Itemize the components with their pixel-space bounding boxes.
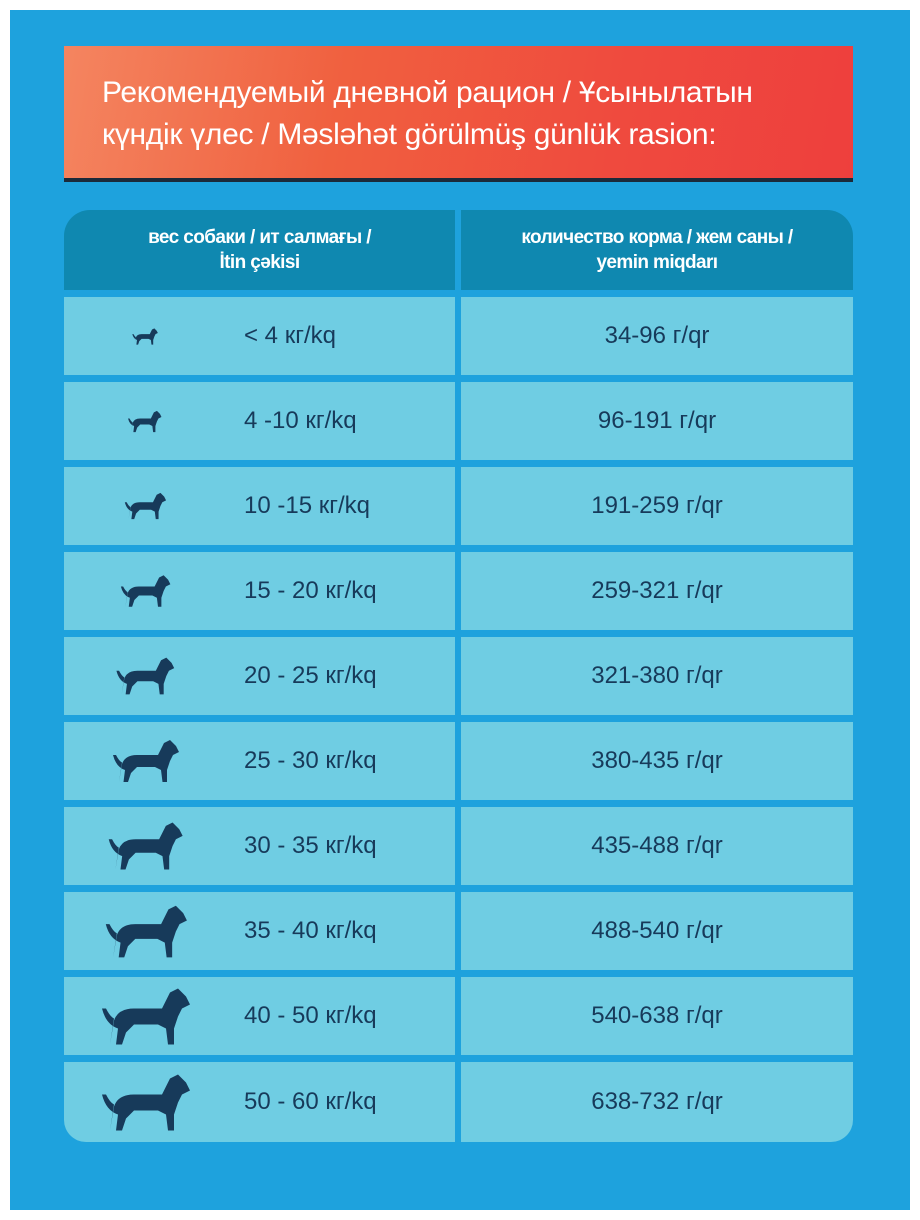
- weight-cell: 50 - 60 кг/kq: [64, 1062, 455, 1142]
- title-banner: Рекомендуемый дневной рацион / Ұсынылаты…: [64, 46, 853, 182]
- food-amount: 191-259 г/qr: [591, 492, 723, 519]
- small-dog-icon: [94, 382, 194, 460]
- weight-cell: 40 - 50 кг/kq: [64, 977, 455, 1055]
- weight-cell: 30 - 35 кг/kq: [64, 807, 455, 885]
- food-amount: 540-638 г/qr: [591, 1002, 723, 1029]
- food-amount: 96-191 г/qr: [597, 407, 717, 434]
- food-amount-cell: 380-435 г/qr: [461, 722, 853, 800]
- header-text: İtin çəkisi: [219, 252, 301, 273]
- weight-cell: 25 - 30 кг/kq: [64, 722, 455, 800]
- weight-range: 40 - 50 кг/kq: [244, 1002, 377, 1029]
- food-amount-cell: 435-488 г/qr: [461, 807, 853, 885]
- food-amount: 259-321 г/qr: [591, 577, 723, 604]
- header-food-amount: количество корма / жем саны / yemin miqda…: [461, 210, 853, 290]
- weight-range: 10 -15 кг/kq: [244, 492, 370, 519]
- food-amount-cell: 488-540 г/qr: [461, 892, 853, 970]
- terrier-icon: [94, 467, 194, 545]
- weight-range: < 4 кг/kq: [244, 322, 336, 349]
- shepherd-icon: [94, 977, 194, 1055]
- weight-cell: 35 - 40 кг/kq: [64, 892, 455, 970]
- header-text: количество корма / жем саны /: [521, 227, 793, 248]
- weight-range: 35 - 40 кг/kq: [244, 917, 377, 944]
- weight-cell: < 4 кг/kq: [64, 297, 455, 375]
- header-text: вес собаки / ит салмағы /: [148, 227, 371, 248]
- weight-range: 50 - 60 кг/kq: [244, 1088, 377, 1115]
- page-title: Рекомендуемый дневной рацион / Ұсынылаты…: [102, 72, 753, 156]
- header-text: yemin miqdarı: [596, 252, 718, 273]
- tiny-dog-icon: [94, 297, 194, 375]
- food-amount-cell: 259-321 г/qr: [461, 552, 853, 630]
- weight-range: 20 - 25 кг/kq: [244, 662, 377, 689]
- food-amount-cell: 638-732 г/qr: [461, 1062, 853, 1142]
- great-dane-icon: [94, 1063, 194, 1141]
- food-amount: 34-96 г/qr: [604, 322, 710, 349]
- food-amount: 380-435 г/qr: [591, 747, 723, 774]
- food-amount-cell: 96-191 г/qr: [461, 382, 853, 460]
- medium-dog-icon: [94, 722, 194, 800]
- food-amount-cell: 540-638 г/qr: [461, 977, 853, 1055]
- medium-dog-icon: [94, 552, 194, 630]
- weight-range: 15 - 20 кг/kq: [244, 577, 377, 604]
- food-amount: 435-488 г/qr: [591, 832, 723, 859]
- weight-cell: 20 - 25 кг/kq: [64, 637, 455, 715]
- food-amount-cell: 34-96 г/qr: [461, 297, 853, 375]
- weight-cell: 4 -10 кг/kq: [64, 382, 455, 460]
- food-amount: 321-380 г/qr: [591, 662, 723, 689]
- weight-cell: 10 -15 кг/kq: [64, 467, 455, 545]
- weight-range: 4 -10 кг/kq: [244, 407, 357, 434]
- weight-range: 30 - 35 кг/kq: [244, 832, 377, 859]
- large-dog-icon: [94, 807, 194, 885]
- food-amount-cell: 191-259 г/qr: [461, 467, 853, 545]
- food-amount: 638-732 г/qr: [591, 1088, 723, 1115]
- setter-icon: [94, 892, 194, 970]
- title-line: күндік үлес / Məsləhət görülmüş günlük r…: [102, 118, 717, 151]
- food-amount-cell: 321-380 г/qr: [461, 637, 853, 715]
- food-amount: 488-540 г/qr: [591, 917, 723, 944]
- header-dog-weight: вес собаки / ит салмағы / İtin çəkisi: [64, 210, 455, 290]
- weight-cell: 15 - 20 кг/kq: [64, 552, 455, 630]
- title-line: Рекомендуемый дневной рацион / Ұсынылаты…: [102, 76, 753, 109]
- medium-dog-icon: [94, 637, 194, 715]
- weight-range: 25 - 30 кг/kq: [244, 747, 377, 774]
